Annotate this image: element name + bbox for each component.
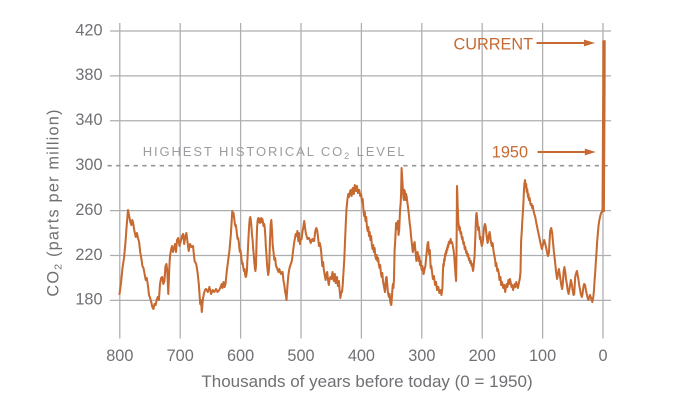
svg-text:1950: 1950 <box>492 144 528 162</box>
svg-text:300: 300 <box>408 347 435 365</box>
svg-text:Thousands of years before toda: Thousands of years before today (0 = 195… <box>201 372 532 391</box>
svg-text:200: 200 <box>469 347 496 365</box>
svg-text:600: 600 <box>227 347 254 365</box>
svg-text:260: 260 <box>75 201 102 219</box>
svg-text:CO2 (parts per million): CO2 (parts per million) <box>45 108 65 296</box>
svg-text:800: 800 <box>106 347 133 365</box>
svg-text:500: 500 <box>287 347 314 365</box>
svg-text:CURRENT: CURRENT <box>454 35 534 53</box>
svg-text:700: 700 <box>167 347 194 365</box>
svg-text:220: 220 <box>75 246 102 264</box>
svg-text:HIGHEST HISTORICAL CO2 LEVEL: HIGHEST HISTORICAL CO2 LEVEL <box>143 144 407 161</box>
svg-text:380: 380 <box>75 66 102 84</box>
svg-text:420: 420 <box>75 21 102 39</box>
svg-text:180: 180 <box>75 291 102 309</box>
svg-text:300: 300 <box>75 156 102 174</box>
svg-text:100: 100 <box>529 347 556 365</box>
svg-text:400: 400 <box>348 347 375 365</box>
svg-text:340: 340 <box>75 111 102 129</box>
svg-text:0: 0 <box>598 347 607 365</box>
